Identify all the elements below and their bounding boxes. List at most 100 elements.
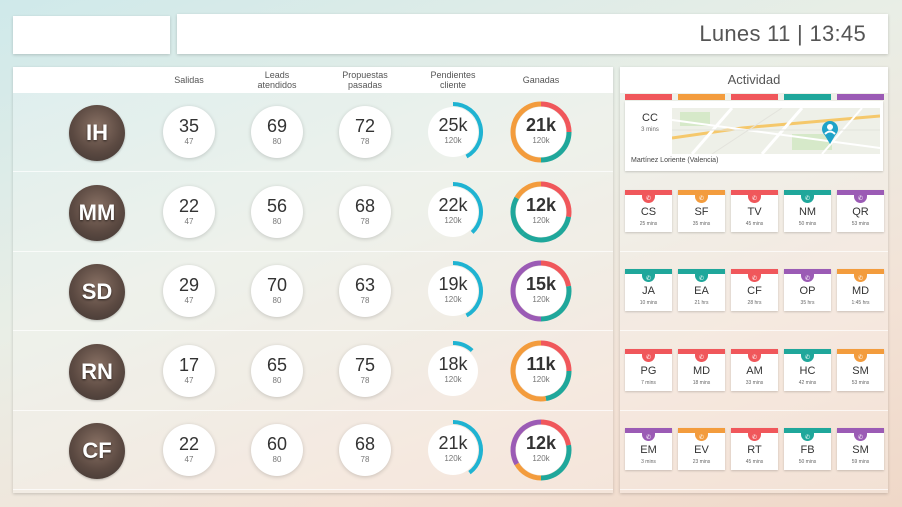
activity-time: 45 mins	[745, 459, 764, 465]
activity-card[interactable]: ✆ CS 25 mins	[625, 189, 672, 232]
phone-icon: ✆	[695, 274, 708, 282]
stat-salidas: 29 47	[163, 265, 215, 317]
activity-initials: NM	[798, 205, 817, 218]
stat-total: 78	[360, 455, 370, 464]
avatar-initials: CF	[82, 438, 112, 463]
phone-icon: ✆	[748, 194, 761, 203]
activity-time: 50 mins	[798, 459, 817, 465]
activity-card[interactable]: ✆ FB 50 mins	[784, 428, 831, 470]
stat-value: 12k	[525, 194, 557, 215]
avatar-initials: MM	[78, 199, 116, 225]
activity-card[interactable]: ✆ NM 50 mins	[784, 189, 831, 232]
stat-ganadas: 21k 120k	[510, 101, 572, 163]
stat-salidas: 35 47	[163, 106, 215, 158]
activity-color-bar	[625, 189, 672, 195]
avatar[interactable]: RN	[69, 343, 125, 400]
activity-time: 35 mins	[692, 220, 711, 227]
phone-icon: ✆	[748, 274, 761, 282]
ganadas-donut	[510, 340, 572, 401]
table-row[interactable]: RN 17 47 65 80 75 78 18k 120k 11k 120k	[13, 332, 613, 411]
activity-card[interactable]: ✆ RT 45 mins	[731, 428, 778, 470]
activity-time: 18 mins	[692, 379, 711, 386]
phone-icon: ✆	[854, 353, 867, 362]
table-row[interactable]: MM 22 47 56 80 68 78 22k 120k 12k 120k	[13, 173, 613, 252]
activity-card[interactable]: ✆ MD 1:45 hrs	[837, 269, 884, 311]
table-row[interactable]: SD 29 47 70 80 63 78 19k 120k 15k 120k	[13, 252, 613, 331]
activity-card[interactable]: ✆ TV 45 mins	[731, 189, 778, 232]
activity-card[interactable]: ✆ EM 3 mins	[625, 428, 672, 470]
activity-color-bar	[784, 189, 831, 195]
avatar[interactable]: CF	[69, 423, 125, 479]
stat-value: 22	[178, 434, 200, 454]
stat-value: 65	[266, 354, 288, 375]
activity-initials: SF	[694, 205, 709, 218]
phone-icon: ✆	[642, 433, 655, 441]
activity-time: 33 mins	[745, 379, 764, 386]
activity-initials: MD	[692, 364, 711, 377]
activity-card[interactable]: ✆ EV 23 mins	[678, 428, 725, 470]
stat-total: 78	[360, 296, 370, 305]
stat-total: 120k	[444, 454, 462, 463]
activity-card[interactable]: ✆ OP 35 hrs	[784, 269, 831, 311]
stat-value: 25k	[438, 115, 468, 135]
activity-map-card[interactable]: CC 3 mins	[625, 94, 884, 171]
activity-panel: Actividad CC 3 mins	[620, 67, 888, 493]
stat-value: 22	[178, 195, 200, 216]
activity-color-bar	[731, 428, 778, 433]
phone-icon: ✆	[854, 433, 867, 441]
activity-initials: EA	[694, 285, 709, 297]
avatar-initials: IH	[86, 120, 108, 145]
activity-card[interactable]: ✆ SM 53 mins	[837, 348, 884, 391]
activity-card[interactable]: ✆ SF 35 mins	[678, 189, 725, 232]
ring-inner	[428, 425, 478, 475]
location-pin-icon	[822, 121, 838, 144]
activity-card[interactable]: ✆ QR 53 mins	[837, 189, 884, 232]
stat-value: 12k	[525, 433, 557, 453]
activity-time: 25 mins	[639, 220, 658, 227]
stat-total: 120k	[444, 136, 462, 145]
stat-propuestas: 68 78	[339, 185, 391, 238]
activity-card[interactable]: ✆ AM 33 mins	[731, 348, 778, 391]
stat-value: 63	[354, 275, 376, 295]
stat-pendientes: 21k 120k	[422, 419, 484, 481]
activity-time: 1:45 hrs	[851, 300, 870, 306]
map-bar	[625, 94, 672, 100]
avatar[interactable]: MM	[69, 184, 125, 241]
stat-value: 70	[266, 275, 288, 295]
stat-value: 11k	[526, 353, 556, 374]
avatar[interactable]: IH	[69, 105, 125, 161]
stat-total: 120k	[532, 295, 550, 304]
map-image[interactable]	[672, 108, 880, 154]
stat-leads: 69 80	[251, 106, 303, 158]
table-row[interactable]: CF 22 47 60 80 68 78 21k 120k 12k 120k	[13, 411, 613, 490]
activity-card[interactable]: ✆ MD 18 mins	[678, 348, 725, 391]
table-row[interactable]: IH 35 47 69 80 72 78 25k 120k 21k 120k	[13, 93, 613, 172]
stat-total: 80	[272, 137, 282, 146]
stat-total: 78	[360, 216, 370, 226]
activity-card[interactable]: ✆ CF 28 hrs	[731, 269, 778, 311]
ring-inner	[428, 345, 478, 396]
activity-card[interactable]: ✆ SM 59 mins	[837, 428, 884, 470]
activity-card[interactable]: ✆ JA 10 mins	[625, 269, 672, 311]
activity-card[interactable]: ✆ EA 21 hrs	[678, 269, 725, 311]
activity-card[interactable]: ✆ PG 7 mins	[625, 348, 672, 391]
map-bar	[837, 94, 884, 100]
activity-color-bar	[837, 269, 884, 274]
stat-value: 29	[178, 275, 200, 295]
avatar[interactable]: SD	[69, 264, 125, 320]
stat-total: 80	[272, 375, 282, 385]
stat-total: 120k	[532, 454, 550, 463]
stat-total: 120k	[532, 215, 550, 225]
ring-inner	[516, 345, 566, 396]
pendientes-progress-ring	[452, 261, 483, 318]
activity-color-bar	[837, 189, 884, 195]
stat-value: 69	[266, 116, 288, 136]
stat-total: 47	[184, 296, 194, 305]
ring-inner	[428, 266, 478, 316]
column-header: Propuestas pasadas	[342, 70, 388, 90]
stat-value: 18k	[438, 353, 468, 374]
activity-color-bar	[784, 269, 831, 274]
map-bar	[678, 94, 725, 100]
activity-card[interactable]: ✆ HC 42 mins	[784, 348, 831, 391]
stat-value: 17	[178, 354, 200, 375]
